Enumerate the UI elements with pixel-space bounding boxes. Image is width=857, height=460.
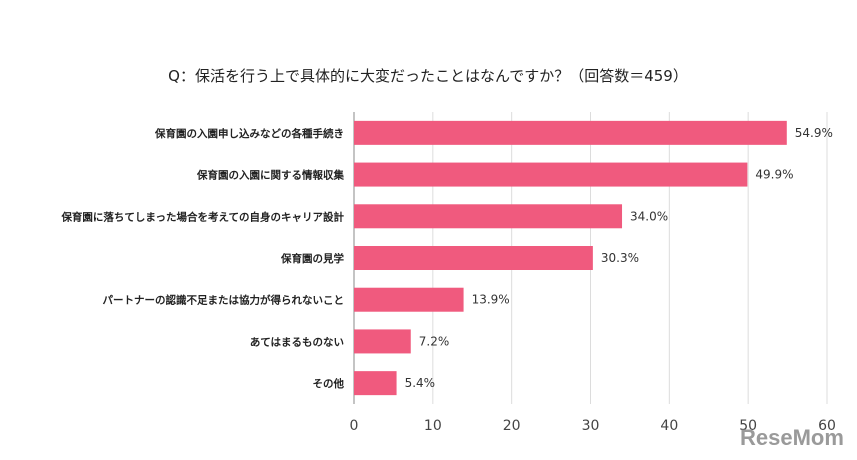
category-label: 保育園の入園申し込みなどの各種手続き [154,127,344,140]
bar [354,120,787,145]
resemom-logo: ReseMom [740,425,844,450]
category-labels: 保育園の入園申し込みなどの各種手続き保育園の入園に関する情報収集保育園に落ちてし… [60,127,344,390]
category-label: 保育園の入園に関する情報収集 [196,169,344,182]
x-tick-label: 10 [424,418,442,434]
category-label: パートナーの認識不足または協力が得られないこと [103,294,345,307]
value-labels: 54.9% 49.9% 34.0% 30.3% 13.9% 7.2% 5.4% [405,126,833,390]
category-label: 保育園の見学 [280,252,344,265]
x-tick-label: 20 [503,418,521,434]
category-label: 保育園に落ちてしまった場合を考えての自身のキャリア設計 [60,210,344,223]
value-label: 7.2% [419,334,450,348]
x-tick-label: 60 [818,418,836,434]
x-tick-label: 50 [739,418,757,434]
bar [354,329,411,354]
value-label: 49.9% [755,168,793,182]
x-tick-labels: 0 10 20 30 40 50 60 [350,418,836,434]
value-label: 54.9% [795,126,833,140]
value-label: 34.0% [630,209,668,223]
category-label: あてはまるものない [250,335,344,348]
bar [354,287,464,312]
x-tick-label: 40 [660,418,678,434]
bar [354,162,748,187]
chart-title: Q：保活を行う上で具体的に大変だったことはなんですか？（回答数＝459） [168,67,688,85]
x-tick-label: 0 [350,418,359,434]
value-label: 5.4% [405,376,436,390]
category-label: その他 [313,377,345,390]
x-tick-label: 30 [582,418,600,434]
bar [354,204,623,229]
value-label: 30.3% [601,251,639,265]
value-label: 13.9% [472,293,510,307]
bars [354,120,787,396]
bar [354,371,397,396]
bar [354,246,593,270]
